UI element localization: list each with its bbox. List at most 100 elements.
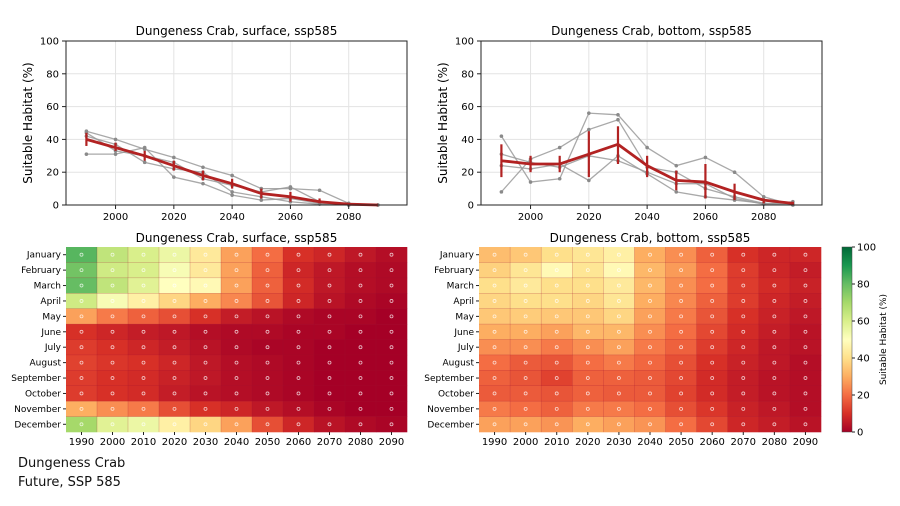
heatmap-cell <box>572 308 604 325</box>
heatmap-cell-marker <box>523 391 528 396</box>
heatmap-cell-marker <box>203 406 208 411</box>
heatmap-cell-marker <box>203 360 208 365</box>
heatmap-cell <box>128 370 160 387</box>
heatmap-cell-marker <box>389 376 394 380</box>
heatmap-cell-marker <box>523 406 528 411</box>
colorbar-tick-label: 20 <box>857 391 870 402</box>
heatmap-cell <box>603 324 635 340</box>
heatmap-cell-marker <box>679 283 683 288</box>
plot-frame <box>480 40 823 206</box>
heatmap-cell-marker <box>389 360 394 365</box>
heatmap-cell <box>345 370 377 387</box>
heatmap-cell <box>252 277 284 294</box>
heatmap-cell-marker <box>803 345 808 350</box>
heatmap-cell-marker <box>296 360 301 365</box>
heatmap-cell <box>221 370 253 387</box>
heatmap-cell <box>758 277 791 294</box>
heatmap-cell <box>283 416 315 433</box>
heatmap-row-label: March <box>447 282 474 292</box>
heatmap-cell <box>634 401 666 417</box>
heatmap-cell-marker <box>710 283 715 288</box>
heatmap-cell <box>345 385 377 402</box>
heatmap-cell-marker <box>492 252 497 257</box>
heatmap-cell <box>159 354 191 371</box>
heatmap-cell <box>696 401 729 417</box>
heatmap-cell <box>603 370 635 387</box>
heatmap-cell-marker <box>679 376 683 380</box>
heatmap-cell <box>479 416 511 433</box>
heatmap-row-label: August <box>443 359 475 369</box>
heatmap-cell <box>252 339 284 356</box>
y-tick-label: 60 <box>46 102 59 113</box>
figure-caption: Dungeness Crab Future, SSP 585 <box>18 454 125 492</box>
heatmap-cell-marker <box>172 406 177 411</box>
heatmap-cell-marker <box>110 299 115 303</box>
heatmap-cell <box>97 324 129 340</box>
heatmap-cell <box>634 370 666 387</box>
heatmap-cell <box>510 293 542 309</box>
heatmap-cell-marker <box>110 345 115 350</box>
heatmap-cell-marker <box>389 252 394 257</box>
heatmap-cell <box>283 354 315 371</box>
heatmap-cell-marker <box>234 283 239 288</box>
heatmap-cell <box>97 308 129 325</box>
heatmap-cell <box>696 339 729 356</box>
y-axis-label: Suitable Habitat (%) <box>436 62 450 183</box>
heatmap-cell-marker <box>141 360 146 365</box>
heatmap-cell <box>479 354 511 371</box>
heatmap-cell <box>97 277 129 294</box>
heatmap-cell <box>634 324 666 340</box>
heatmap-cell-marker <box>172 391 177 396</box>
heatmap-cell <box>252 308 284 325</box>
heatmap-cell <box>159 324 191 340</box>
heatmap-cell-marker <box>710 314 715 319</box>
heatmap-cell <box>345 401 377 417</box>
heatmap-cell-marker <box>141 391 146 396</box>
heatmap-cell <box>479 247 511 263</box>
ensemble-member-point <box>528 180 533 184</box>
ensemble-member-point <box>761 195 766 199</box>
heatmap-cell <box>572 293 604 309</box>
heatmap-cell-marker <box>358 268 363 273</box>
heatmap-cell-marker <box>358 252 363 257</box>
heatmap-cell-marker <box>523 422 528 427</box>
heatmap-cell <box>314 354 346 371</box>
heatmap-cell-marker <box>234 345 239 350</box>
heatmap-row-label: April <box>453 297 474 307</box>
heatmap-cell-marker <box>679 314 683 319</box>
heatmap-column-label: 2090 <box>793 437 818 448</box>
ensemble-member-point <box>587 111 591 115</box>
ensemble-member-point <box>201 165 205 170</box>
heatmap-cell <box>758 401 791 417</box>
heatmap-cell-marker <box>296 376 301 380</box>
heatmap-cell <box>603 354 635 371</box>
heatmap-cell-marker <box>741 360 746 365</box>
heatmap-cell <box>252 262 284 279</box>
heatmap-cell <box>572 247 604 263</box>
heatmap-cell-marker <box>803 360 808 365</box>
heatmap-cell <box>314 277 346 294</box>
ensemble-member-point <box>645 145 649 150</box>
y-tick-label: 100 <box>455 37 474 48</box>
y-tick-label: 80 <box>461 69 474 80</box>
heatmap-cell-marker <box>358 376 363 380</box>
heatmap-row-label: December <box>427 420 474 430</box>
heatmap-cell-marker <box>79 376 84 380</box>
y-tick-label: 20 <box>46 168 59 179</box>
heatmap-cell <box>634 354 666 371</box>
heatmap-cell-marker <box>803 422 808 427</box>
heatmap-cell-marker <box>648 376 652 380</box>
heatmap-cell-marker <box>803 299 808 303</box>
heatmap-cell-marker <box>327 376 332 380</box>
heatmap-cell-marker <box>803 252 808 257</box>
heatmap-cell-marker <box>327 345 332 350</box>
heatmap-cell-marker <box>234 268 239 273</box>
heatmap-cell <box>314 370 346 387</box>
heatmap-cell-marker <box>585 283 590 288</box>
heatmap-row-label: February <box>21 266 62 276</box>
heatmap-cell-marker <box>79 299 84 303</box>
heatmap-cell <box>159 339 191 356</box>
heatmap-row-label: July <box>44 343 62 353</box>
heatmap-cell-marker <box>79 391 84 396</box>
heatmap-cell-marker <box>358 391 363 396</box>
